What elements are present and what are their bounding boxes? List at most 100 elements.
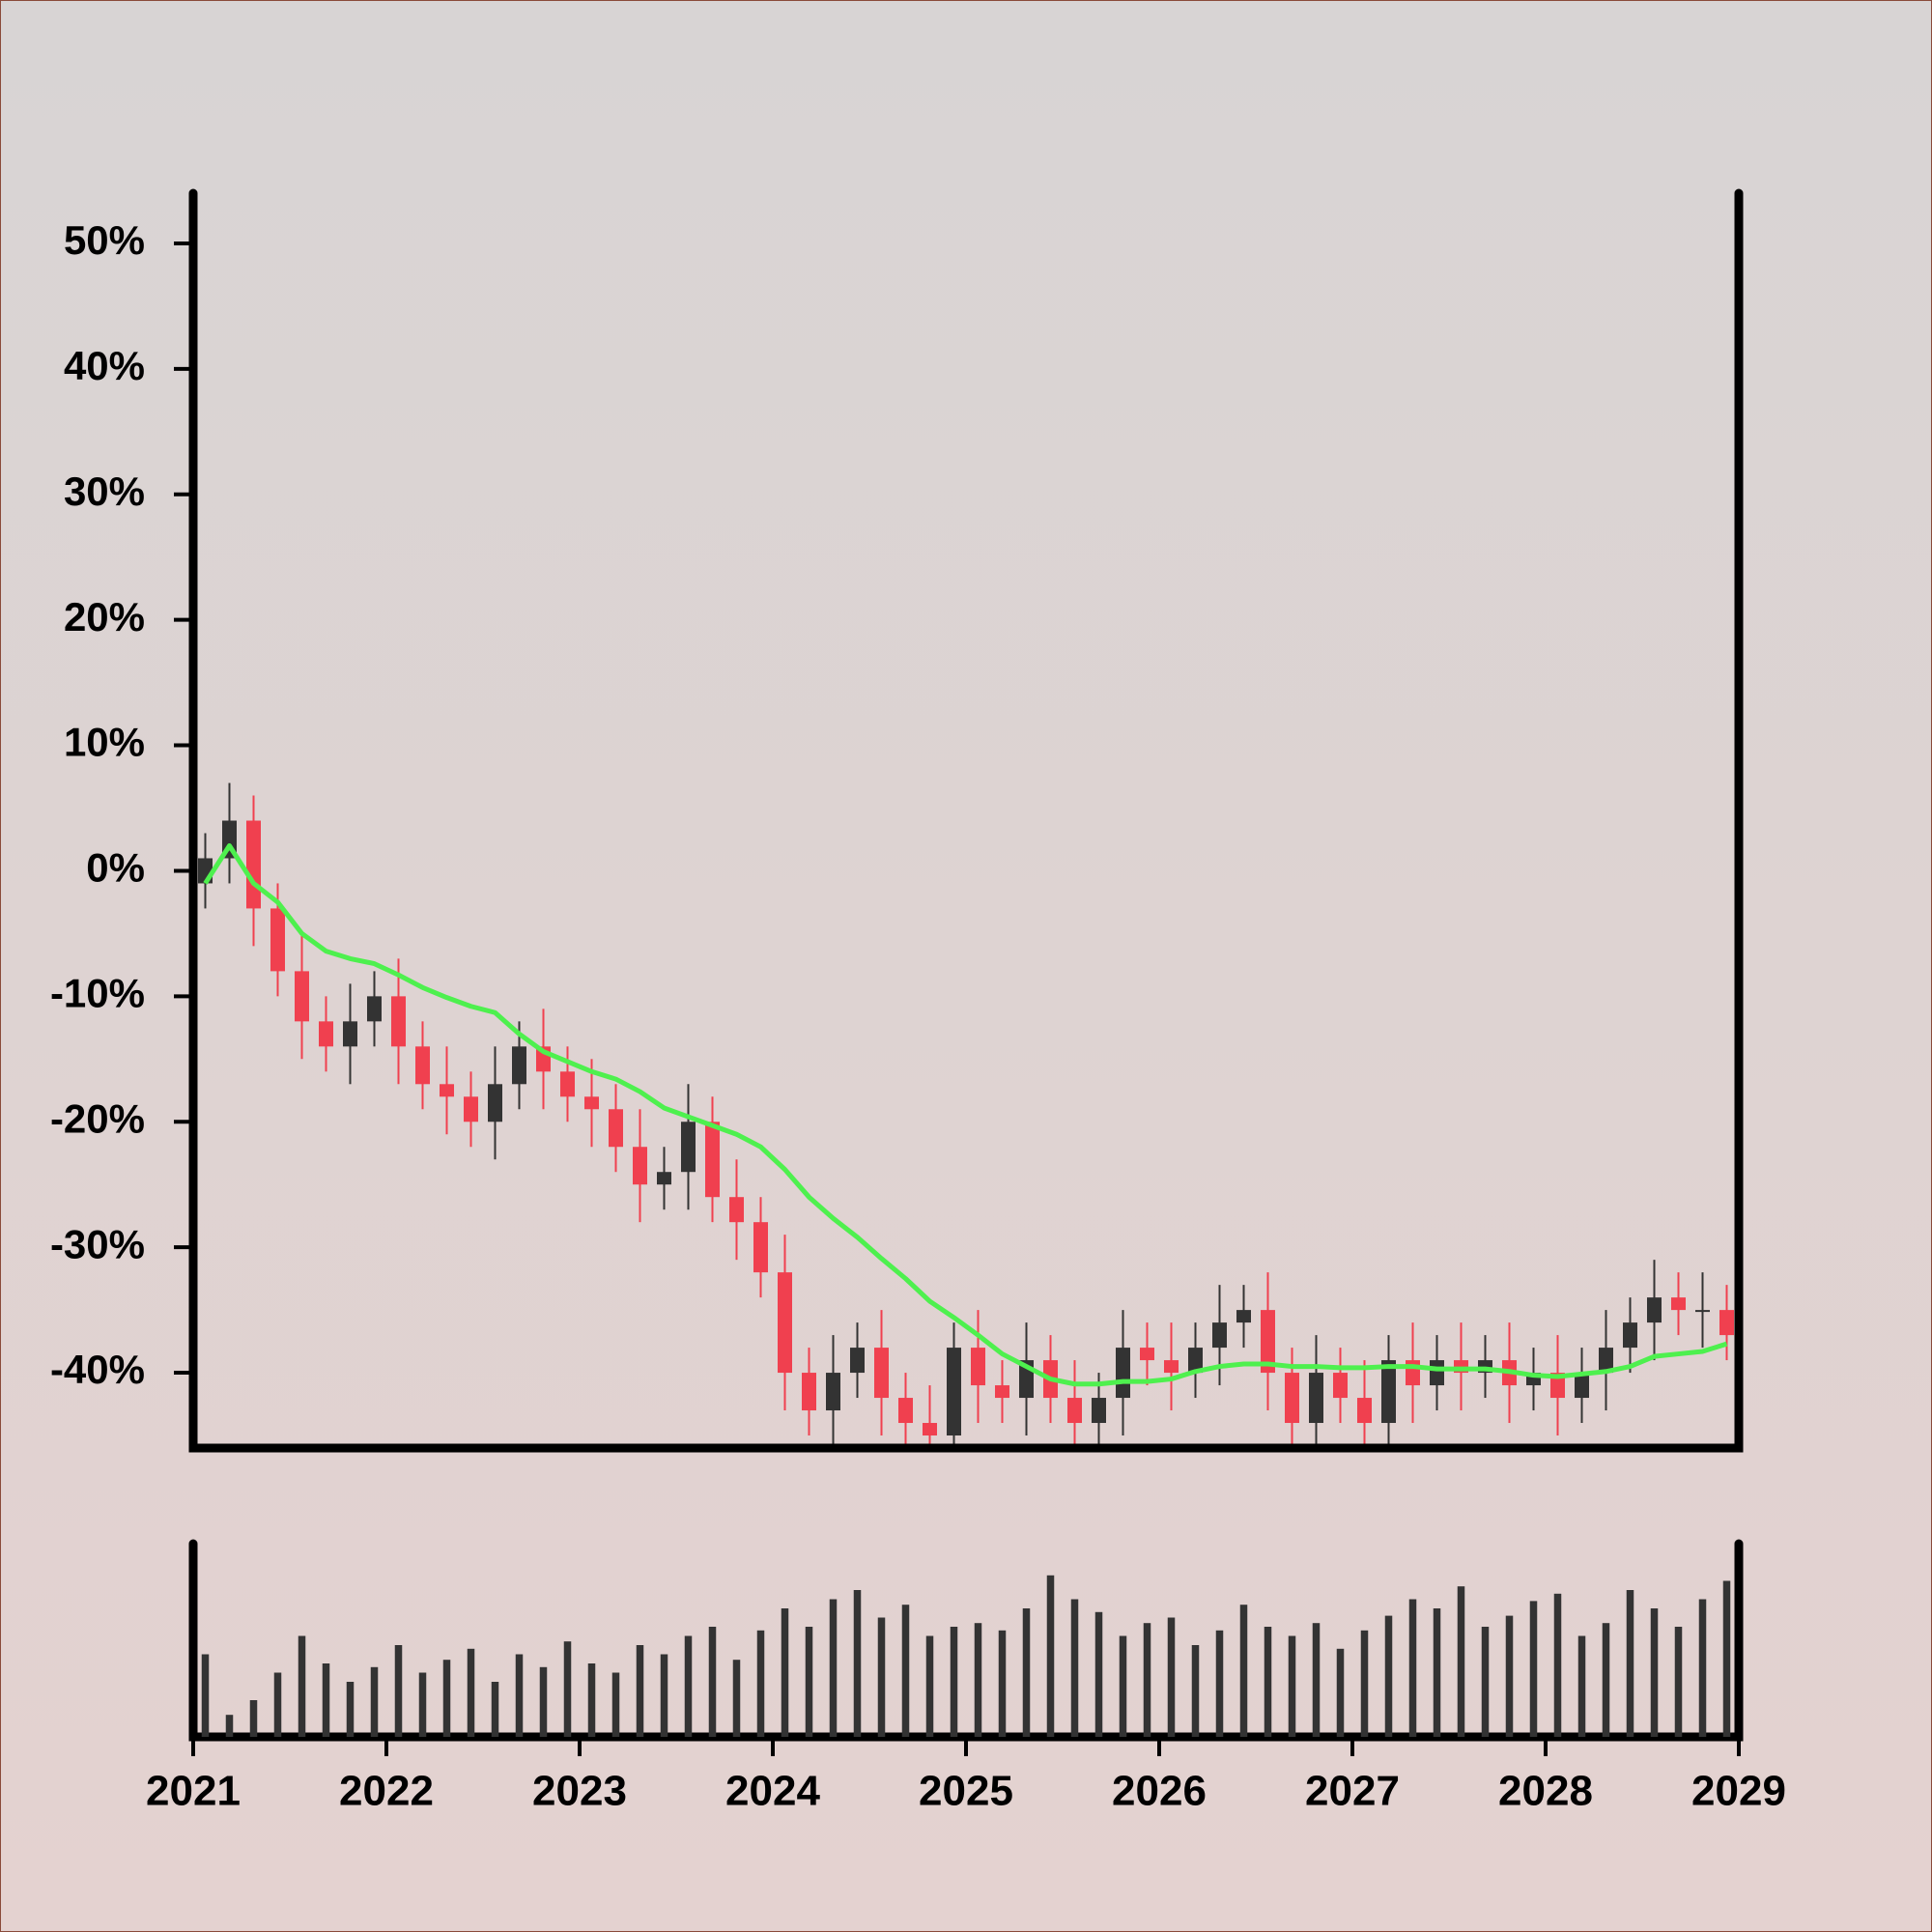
candle-body [464, 1096, 478, 1122]
volume-bar [491, 1682, 499, 1737]
x-tick-label: 2025 [919, 1768, 1013, 1815]
volume-bar [1360, 1630, 1369, 1737]
candle-body [729, 1197, 744, 1223]
candle-body [270, 908, 285, 972]
x-tick-label: 2026 [1112, 1768, 1207, 1815]
volume-bar [1722, 1580, 1731, 1737]
candle-body [802, 1373, 816, 1411]
y-tick-label: 50% [64, 217, 145, 263]
volume-bar [1433, 1608, 1441, 1737]
moving-average-line [203, 842, 1728, 1387]
volume-bar [636, 1645, 644, 1737]
candle-body [1695, 1310, 1710, 1313]
candle-body [584, 1096, 599, 1110]
candle-body [1357, 1398, 1372, 1424]
volume-bar [273, 1672, 282, 1737]
volume-bar [322, 1663, 330, 1737]
candle-body [609, 1109, 623, 1148]
candle-body [1647, 1297, 1662, 1323]
volume-bar [1384, 1615, 1393, 1737]
volume-bar [684, 1635, 693, 1737]
candle-body [657, 1172, 671, 1185]
volume-bar [1070, 1599, 1079, 1737]
y-tick-label: 40% [64, 343, 145, 388]
candle-body [1406, 1360, 1420, 1386]
volume-bar [1674, 1627, 1683, 1737]
candle-body [343, 1021, 357, 1047]
candle-body [971, 1348, 985, 1386]
volume-bar [1191, 1645, 1200, 1737]
volume-bar [1167, 1617, 1176, 1737]
candle-body [246, 820, 261, 909]
candle-body [1116, 1348, 1130, 1399]
volume-bar [1336, 1648, 1345, 1737]
volume-bar [563, 1641, 572, 1737]
y-tick-label: -20% [50, 1095, 145, 1141]
candle-body [1430, 1360, 1444, 1386]
candle-body [1623, 1322, 1637, 1349]
volume-bar [998, 1630, 1007, 1737]
candle-body [1261, 1310, 1275, 1374]
volume-bar [515, 1654, 524, 1737]
x-tick-label: 2022 [339, 1768, 434, 1815]
volume-bar [1698, 1599, 1707, 1737]
candle-body [947, 1348, 961, 1436]
y-tick-label: 0% [86, 845, 145, 891]
volume-bar [1264, 1627, 1272, 1737]
candle-body [1309, 1373, 1323, 1424]
volume-bar [1046, 1575, 1055, 1737]
candle-body [753, 1222, 768, 1273]
candle-body [1188, 1348, 1203, 1374]
candle-body [1285, 1373, 1299, 1424]
volume-bar [467, 1648, 475, 1737]
candle-body [1381, 1360, 1396, 1424]
y-tick-label: 30% [64, 469, 145, 514]
volume-bar [539, 1666, 548, 1737]
candle-body [1671, 1297, 1686, 1311]
y-tick-label: -40% [50, 1347, 145, 1392]
candle-body [681, 1122, 696, 1173]
y-tick-label: -10% [50, 970, 145, 1015]
volume-bar [756, 1630, 765, 1737]
volume-bar [611, 1672, 620, 1737]
volume-bar [201, 1654, 210, 1737]
volume-bar [708, 1627, 717, 1737]
volume-bar [346, 1682, 355, 1737]
volume-bar [442, 1660, 451, 1737]
volume-bar [1239, 1605, 1248, 1737]
candle-body [850, 1348, 865, 1374]
candle-body [898, 1398, 913, 1424]
volume-bar [1094, 1611, 1103, 1737]
volume-bar [249, 1700, 258, 1737]
volume-bar [1553, 1593, 1562, 1737]
candle-body [874, 1348, 889, 1399]
candle-body [391, 996, 406, 1047]
volume-bar [418, 1672, 427, 1737]
candle-body [1212, 1322, 1227, 1349]
candle-body [319, 1021, 333, 1047]
y-tick-label: 10% [64, 720, 145, 765]
volume-bar [925, 1635, 934, 1737]
candle-body [995, 1385, 1009, 1399]
candle-body [440, 1084, 454, 1097]
x-tick-label: 2028 [1498, 1768, 1593, 1815]
candle-body [1333, 1373, 1348, 1399]
volume-bar [829, 1599, 838, 1737]
price-frame [188, 188, 1744, 1453]
candle-body [1575, 1373, 1589, 1399]
volume-bar [853, 1590, 862, 1737]
volume-bar [1143, 1623, 1151, 1737]
candle-body [923, 1423, 937, 1436]
x-tick-label: 2024 [725, 1768, 820, 1815]
candle-body [1236, 1310, 1251, 1323]
candle-body [295, 971, 309, 1022]
candle-body [778, 1272, 792, 1374]
candle-body [1067, 1398, 1082, 1424]
volume-bar [298, 1635, 306, 1737]
candle-body [1599, 1348, 1613, 1374]
y-tick-label: -30% [50, 1221, 145, 1266]
volume-bar [805, 1627, 813, 1737]
